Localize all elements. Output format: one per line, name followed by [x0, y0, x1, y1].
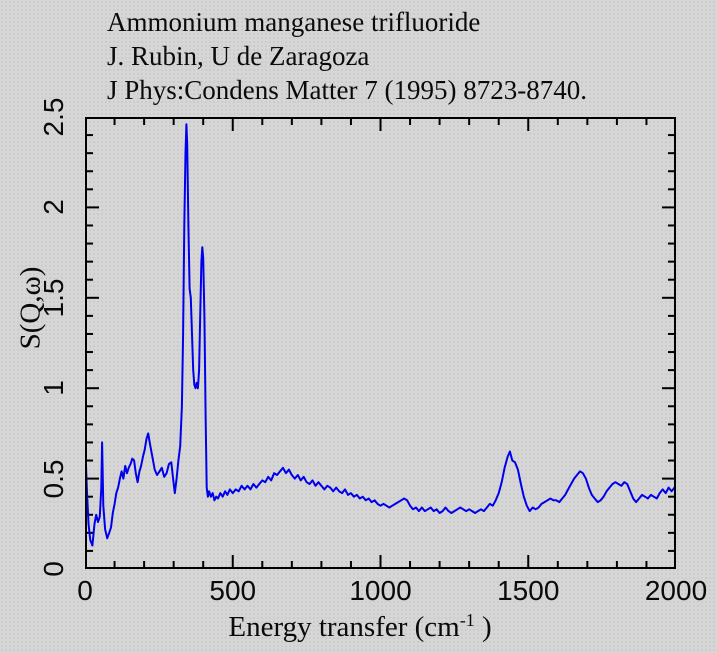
- chart-annotation: Ammonium manganese trifluoride J. Rubin,…: [107, 5, 587, 107]
- x-axis-title-superscript: -1: [459, 610, 475, 631]
- x-tick-label: 500: [209, 575, 257, 606]
- spectrum-plot: [85, 117, 676, 569]
- x-axis-title: Energy transfer (cm-1 ): [60, 610, 660, 644]
- x-tick-label: 1500: [497, 575, 560, 606]
- y-tick-label: 1: [38, 380, 69, 396]
- y-tick-label: 2: [38, 199, 69, 216]
- annotation-line-reference: J Phys:Condens Matter 7 (1995) 8723-8740…: [107, 75, 587, 105]
- x-tick-label: 0: [77, 575, 93, 606]
- y-tick-label: 0: [38, 561, 69, 577]
- x-tick-label: 1000: [349, 575, 412, 606]
- x-axis-title-text: Energy transfer (cm: [228, 611, 460, 643]
- annotation-line-author: J. Rubin, U de Zaragoza: [107, 41, 370, 71]
- y-tick-label: 1.5: [38, 278, 69, 318]
- y-tick-label: 0.5: [38, 459, 69, 499]
- spectrum-line: [85, 123, 676, 547]
- y-tick-label: 2.5: [38, 97, 69, 137]
- x-tick-label: 2000: [644, 575, 708, 606]
- x-axis-title-close: ): [474, 611, 492, 643]
- annotation-line-compound: Ammonium manganese trifluoride: [107, 7, 481, 37]
